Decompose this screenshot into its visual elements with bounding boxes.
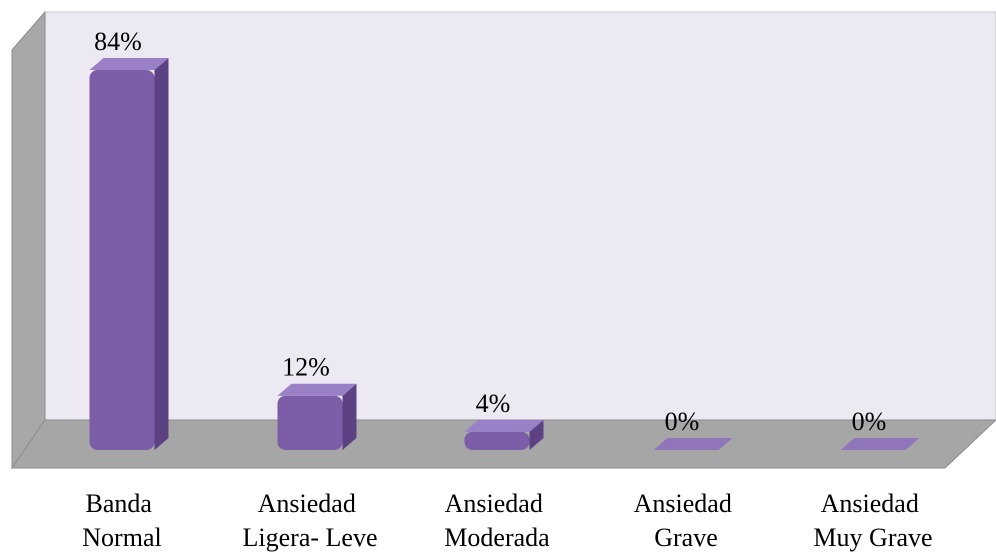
bar [653,438,733,450]
bar-front [277,395,343,450]
bar-side [529,419,544,450]
bar-front [464,431,530,450]
bar [277,383,357,450]
value-label: 84% [94,27,142,56]
bar-top [464,419,544,432]
back-wall [44,11,996,421]
bar-top [840,438,920,450]
x-tick-label: Banda Normal [82,489,161,552]
x-tick-label: Ansiedad Muy Grave [813,489,932,552]
bar [464,419,544,450]
value-label: 0% [665,407,700,436]
bar-front [89,70,155,450]
x-tick-label: Ansiedad Ligera- Leve [243,489,378,552]
side-wall [11,10,46,470]
value-label: 0% [852,407,887,436]
value-label: 4% [476,389,511,418]
x-tick-label: Ansiedad Grave [634,489,739,552]
bar-top [653,438,733,450]
bar-top [277,383,357,396]
bar-side [154,58,169,450]
bar [89,58,169,450]
x-tick-label: Ansiedad Moderada [444,489,550,552]
bar-side [342,383,357,450]
bar [840,438,920,450]
value-label: 12% [282,353,330,382]
bar-top [89,58,169,70]
